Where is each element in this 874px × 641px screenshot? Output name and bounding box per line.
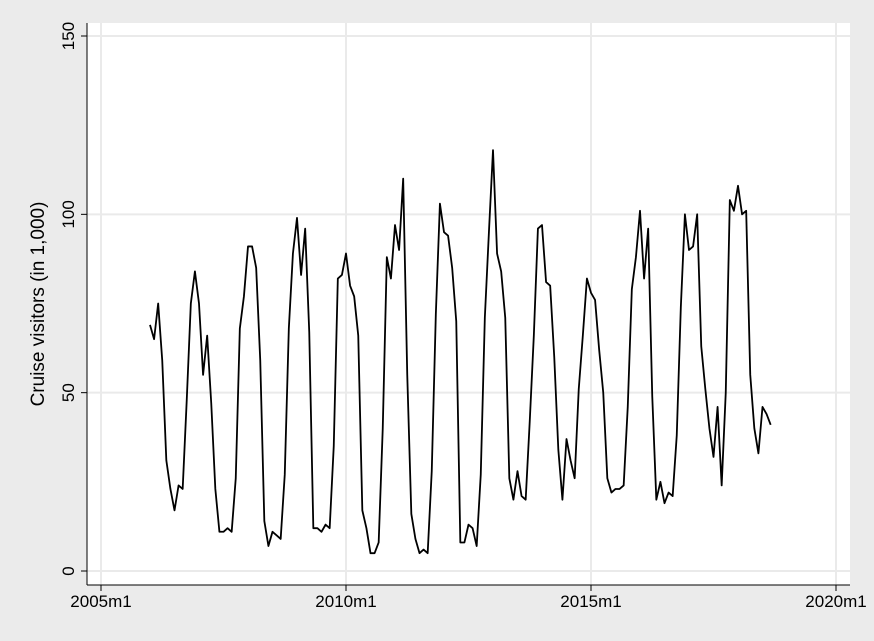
axes: 0 50 100 150 2005m1 2010m1 2015m1 2020m1 [59, 22, 867, 611]
series-line-0 [149, 149, 772, 555]
y-axis-title: Cruise visitors (in 1,000) [28, 202, 49, 407]
plot-area [87, 23, 850, 585]
x-tick-label: 2020m1 [805, 592, 866, 611]
series-layer [149, 149, 772, 555]
y-tick-label: 50 [59, 383, 78, 402]
y-tick-label: 0 [59, 566, 78, 575]
y-tick-label: 100 [59, 200, 78, 228]
x-tick-label: 2015m1 [560, 592, 621, 611]
gridlines [87, 23, 850, 585]
y-tick-label: 150 [59, 22, 78, 50]
x-tick-label: 2005m1 [70, 592, 131, 611]
x-tick-label: 2010m1 [315, 592, 376, 611]
